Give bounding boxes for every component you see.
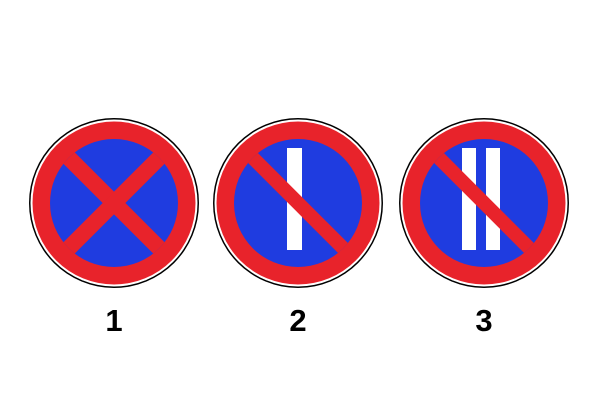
red-diagonal-bar <box>50 139 178 267</box>
no-parking-odd-days-sign-graphic <box>213 118 383 288</box>
sign-number-label: 2 <box>289 303 307 338</box>
red-diagonal-bar <box>234 139 362 267</box>
red-diagonal-bar <box>420 139 548 267</box>
no-stopping-sign-graphic <box>29 118 199 288</box>
no-stopping-sign-icon <box>28 117 200 289</box>
no-parking-even-days-sign-icon <box>398 117 570 289</box>
sign-number-label: 1 <box>105 303 123 338</box>
no-parking-odd-days-sign-icon <box>212 117 384 289</box>
sign-number-label: 3 <box>475 303 493 338</box>
white-stripe <box>462 148 476 250</box>
no-parking-even-days-sign-graphic <box>399 118 569 288</box>
